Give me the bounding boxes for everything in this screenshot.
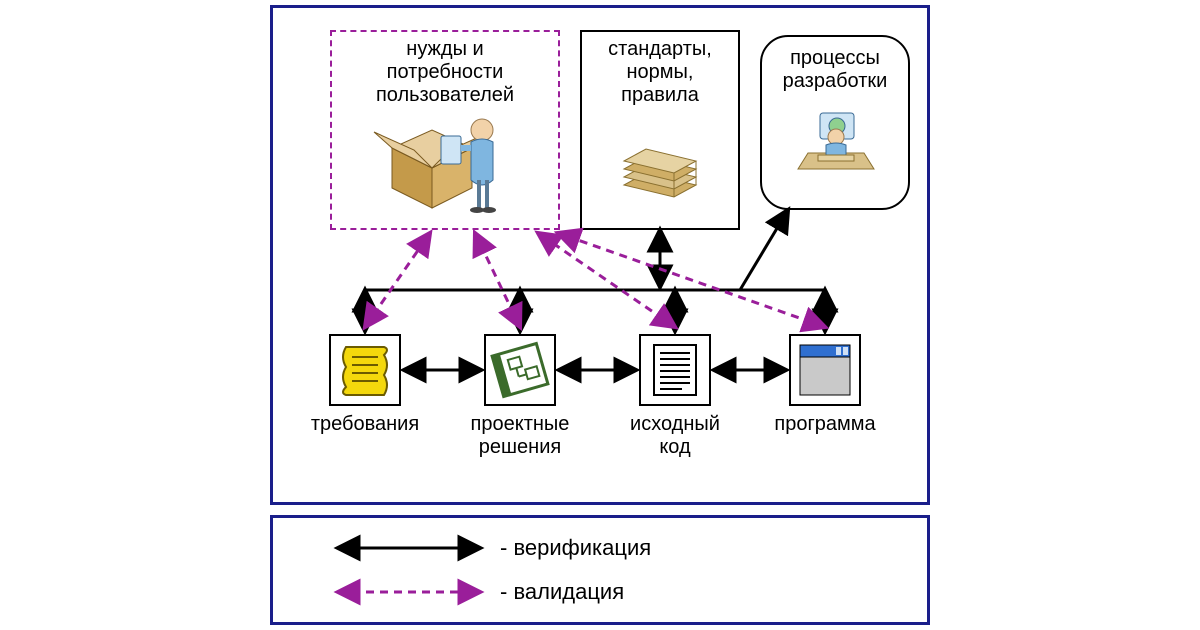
legend-validation-label: - валидация bbox=[500, 579, 800, 604]
legend-frame bbox=[270, 515, 930, 625]
diagram-stage: нужды и потребности пользователей bbox=[270, 5, 930, 625]
arrows-layer bbox=[270, 5, 930, 505]
legend-verification-label: - верификация bbox=[500, 535, 800, 560]
